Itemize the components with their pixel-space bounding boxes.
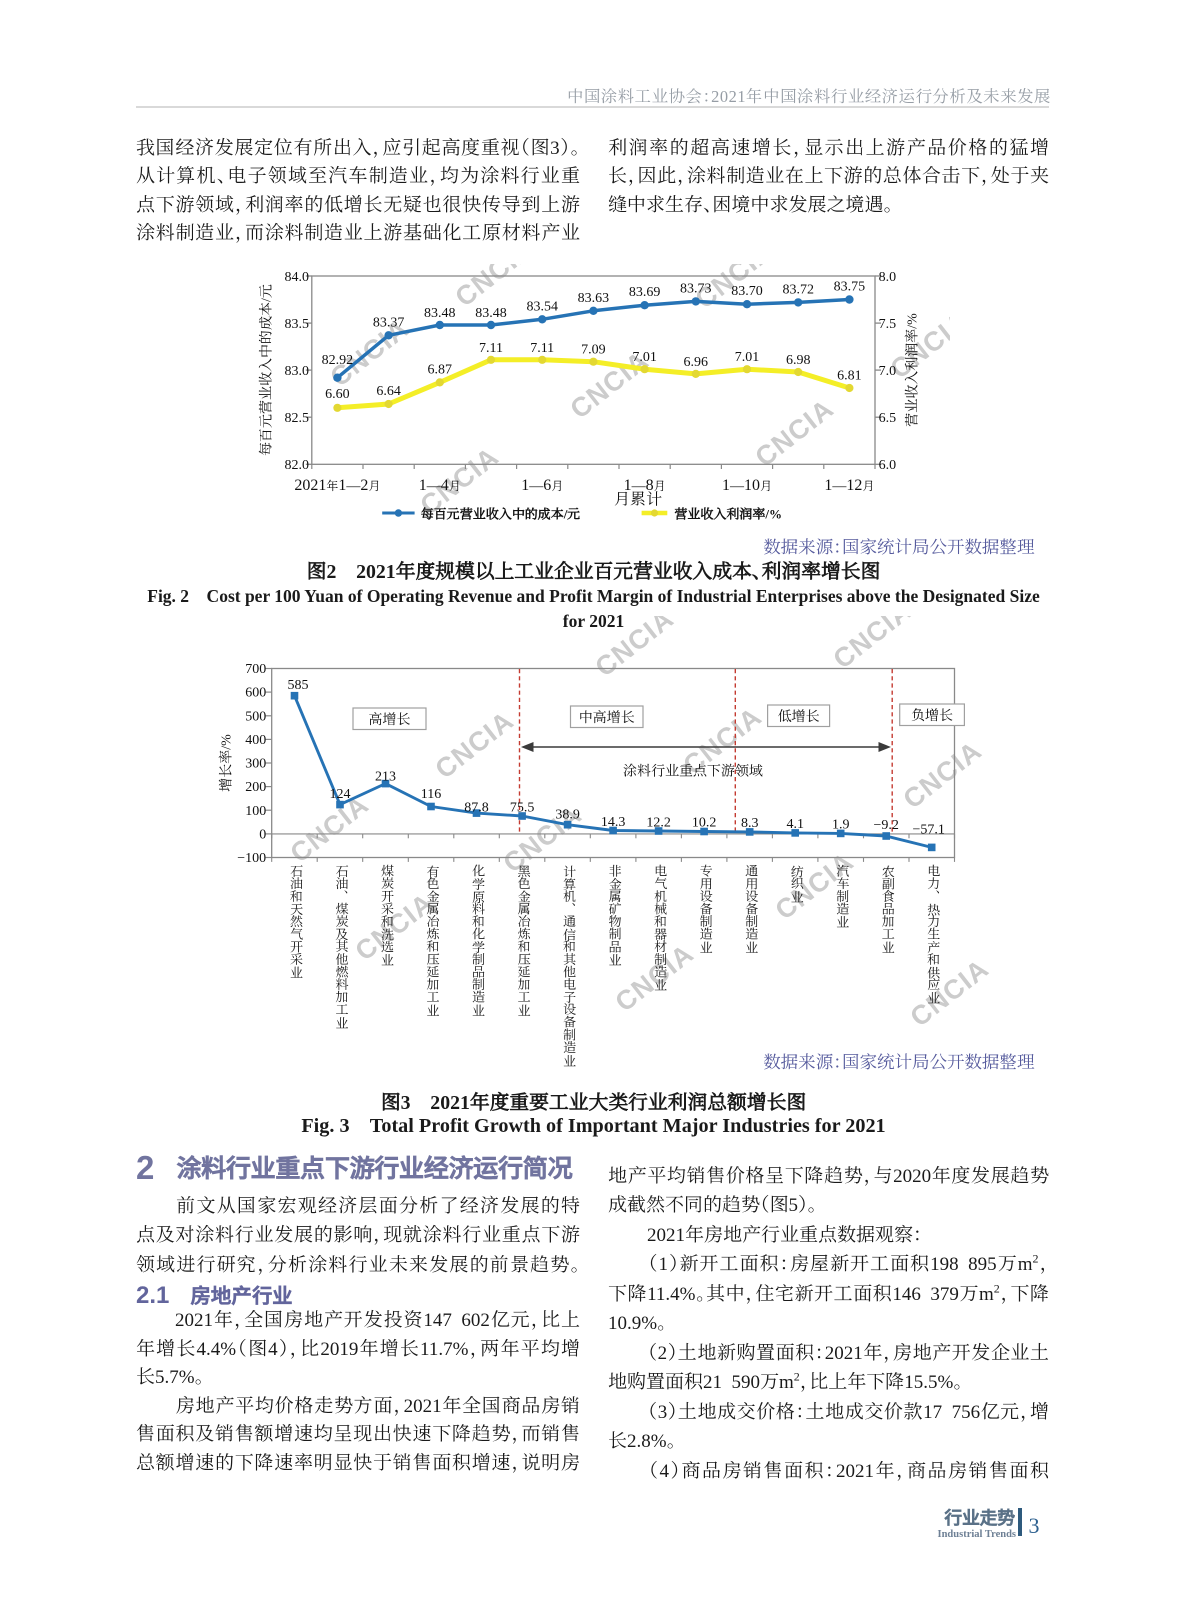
svg-text:83.69: 83.69	[629, 285, 661, 300]
svg-text:700: 700	[245, 662, 266, 677]
svg-text:7.5: 7.5	[879, 317, 897, 332]
svg-text:1—12月: 1—12月	[824, 477, 874, 494]
svg-text:6.87: 6.87	[428, 362, 453, 377]
svg-text:中高增长: 中高增长	[579, 710, 635, 726]
svg-text:每百元营业收入中的成本/元: 每百元营业收入中的成本/元	[420, 506, 581, 521]
svg-text:−57.1: −57.1	[912, 823, 944, 838]
svg-text:116: 116	[421, 787, 441, 802]
svg-text:600: 600	[245, 686, 266, 701]
svg-text:585: 585	[288, 678, 309, 693]
svg-text:1—4月: 1—4月	[419, 477, 461, 494]
svg-text:10.2: 10.2	[692, 816, 717, 831]
svg-text:82.92: 82.92	[322, 353, 354, 368]
svg-text:7.0: 7.0	[879, 364, 897, 379]
svg-text:1—8月: 1—8月	[624, 477, 666, 494]
svg-text:1—10月: 1—10月	[722, 477, 772, 494]
svg-text:1.9: 1.9	[832, 817, 850, 832]
svg-text:低增长: 低增长	[778, 708, 820, 725]
svg-text:83.72: 83.72	[782, 282, 814, 297]
svg-text:−100: −100	[237, 851, 266, 866]
svg-text:每百元营业收入中的成本/元: 每百元营业收入中的成本/元	[259, 284, 275, 456]
svg-text:1—6月: 1—6月	[521, 477, 563, 494]
svg-text:6.96: 6.96	[684, 355, 709, 370]
svg-text:CNCIA: CNCIA	[750, 393, 840, 472]
svg-text:300: 300	[245, 757, 266, 772]
svg-text:83.54: 83.54	[526, 299, 558, 314]
svg-text:7.11: 7.11	[479, 341, 503, 356]
svg-text:83.48: 83.48	[475, 306, 507, 321]
svg-text:82.5: 82.5	[285, 411, 310, 426]
svg-text:82.0: 82.0	[285, 458, 310, 473]
svg-text:6.60: 6.60	[325, 387, 350, 402]
svg-text:6.64: 6.64	[376, 384, 401, 399]
svg-text:14.3: 14.3	[601, 815, 626, 830]
svg-text:75.5: 75.5	[510, 801, 535, 816]
svg-text:83.63: 83.63	[578, 291, 610, 306]
svg-text:83.73: 83.73	[680, 281, 712, 296]
svg-text:6.98: 6.98	[786, 353, 811, 368]
svg-text:CNCIA: CNCIA	[590, 616, 680, 683]
svg-text:月累计: 月累计	[614, 491, 662, 509]
svg-text:CNCIA: CNCIA	[430, 705, 520, 784]
svg-text:83.0: 83.0	[285, 364, 310, 379]
svg-text:500: 500	[245, 709, 266, 724]
svg-text:高增长: 高增长	[369, 712, 411, 728]
svg-text:83.75: 83.75	[834, 280, 866, 295]
svg-text:200: 200	[245, 780, 266, 795]
svg-text:83.37: 83.37	[373, 315, 405, 330]
svg-text:8.3: 8.3	[741, 816, 759, 831]
svg-text:CNCIA: CNCIA	[898, 735, 988, 814]
svg-text:12.2: 12.2	[646, 816, 671, 831]
svg-text:负增长: 负增长	[911, 708, 953, 724]
svg-text:100: 100	[245, 804, 266, 819]
svg-text:7.09: 7.09	[581, 343, 606, 358]
svg-text:83.5: 83.5	[285, 317, 310, 332]
svg-text:87.8: 87.8	[464, 800, 489, 815]
svg-text:84.0: 84.0	[285, 270, 310, 285]
svg-text:400: 400	[245, 733, 266, 748]
svg-text:83.70: 83.70	[731, 284, 763, 299]
svg-text:7.01: 7.01	[735, 350, 760, 365]
svg-text:营业收入利润率/%: 营业收入利润率/%	[905, 313, 921, 427]
svg-text:213: 213	[375, 770, 396, 785]
svg-text:4.1: 4.1	[786, 817, 804, 832]
svg-text:6.0: 6.0	[879, 458, 897, 473]
svg-text:涂料行业重点下游领域: 涂料行业重点下游领域	[623, 763, 763, 780]
svg-text:6.81: 6.81	[837, 369, 862, 384]
svg-text:124: 124	[330, 787, 351, 802]
svg-text:83.48: 83.48	[424, 306, 456, 321]
svg-text:38.9: 38.9	[555, 808, 580, 823]
svg-text:营业收入利润率/%: 营业收入利润率/%	[674, 506, 782, 521]
svg-text:6.5: 6.5	[879, 411, 897, 426]
svg-text:−9.2: −9.2	[873, 818, 898, 833]
svg-text:0: 0	[259, 828, 266, 843]
svg-text:增长率/%: 增长率/%	[219, 734, 235, 792]
svg-text:CNCIA: CNCIA	[828, 616, 918, 675]
svg-text:7.01: 7.01	[632, 350, 657, 365]
svg-text:2021年1—2月: 2021年1—2月	[294, 477, 380, 494]
svg-text:7.11: 7.11	[530, 341, 554, 356]
svg-text:8.0: 8.0	[879, 270, 897, 285]
svg-text:CNCIA: CNCIA	[905, 953, 995, 1032]
